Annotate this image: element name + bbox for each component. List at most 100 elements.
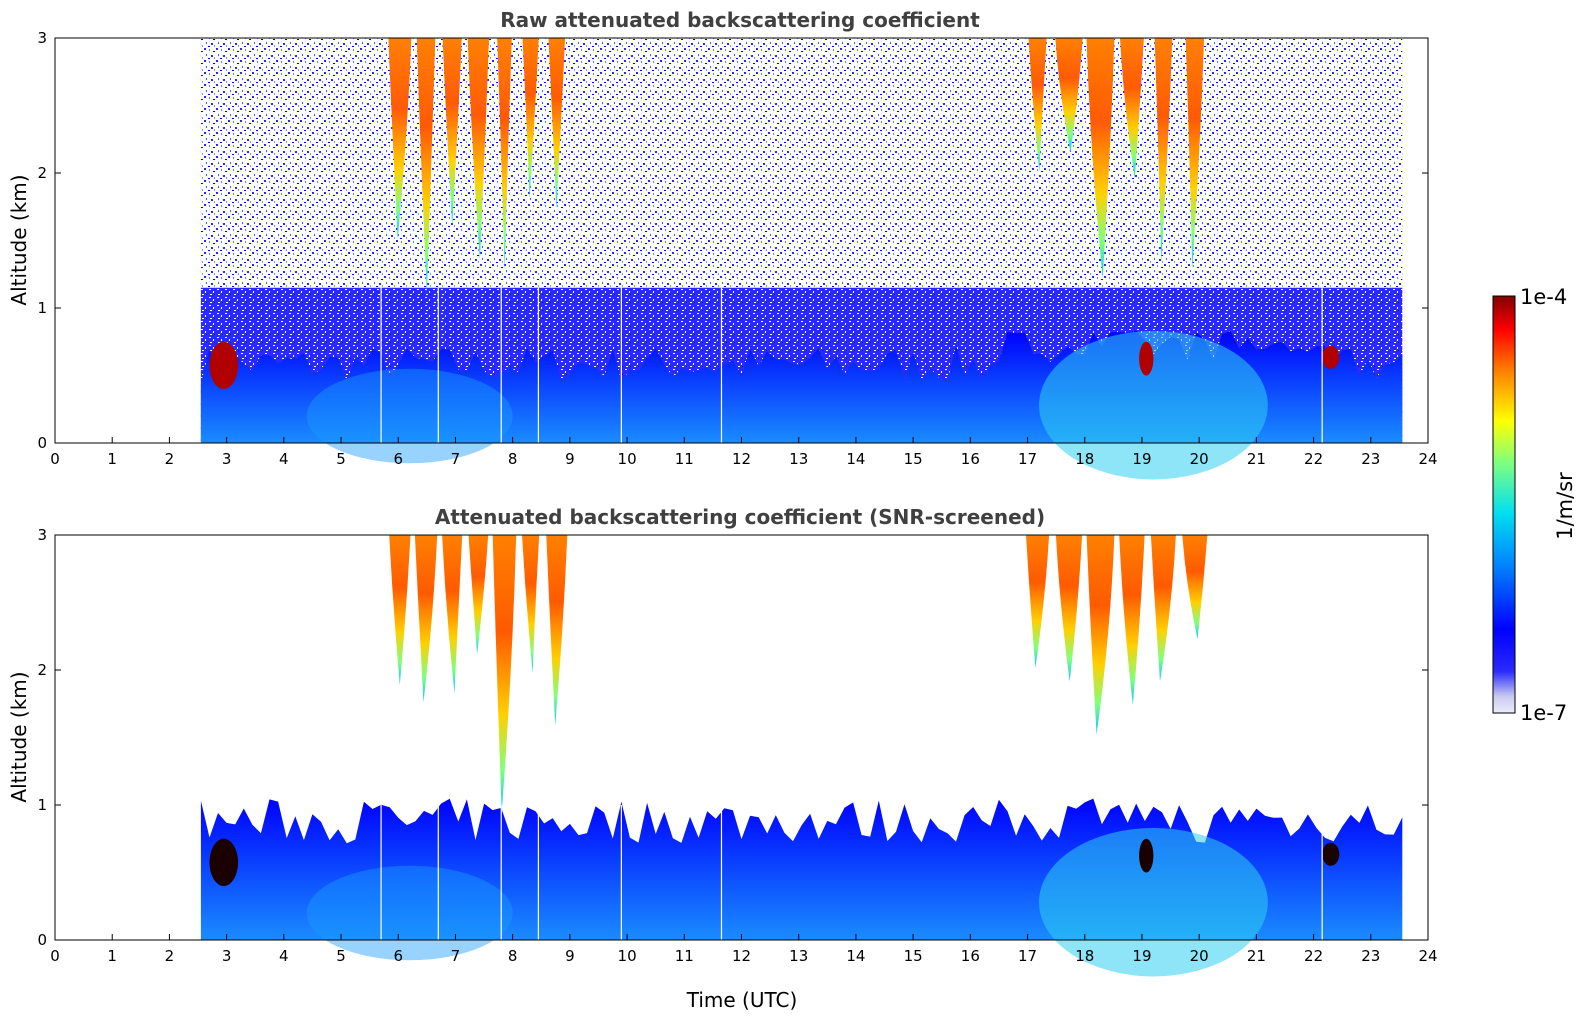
low-cloud [1322,345,1340,369]
x-tick-label: 8 [508,450,518,468]
x-tick-label: 11 [675,450,694,468]
aerosol-enhancement [306,368,513,464]
precipitation-streak [1182,535,1208,639]
precipitation-streak [1086,38,1115,278]
precipitation-streak [546,535,568,726]
precipitation-streak [442,38,462,226]
x-axis-ticks: 0 1 2 3 4 5 6 7 8 9 10 11 12 13 14 15 16 17 18 19 20 21 22 23 24 [50,934,1438,965]
x-tick-label: 7 [451,450,461,468]
precipitation-streak [467,38,489,260]
y-axis-label: Altitude (km) [7,174,31,305]
precipitation-streak [1154,38,1173,262]
precipitation-streak [414,535,438,703]
x-tick-label: 11 [675,947,694,965]
precipitation-streak [1150,535,1176,682]
x-tick-label: 14 [846,450,865,468]
x-tick-label: 1 [107,947,117,965]
x-tick-label: 4 [279,450,289,468]
precipitation-streak [388,38,412,240]
x-tick-label: 20 [1190,947,1209,965]
x-tick-label: 0 [50,947,60,965]
precipitation-streak [1055,38,1083,152]
plot-area-raw [200,38,1403,480]
x-tick-label: 10 [618,947,637,965]
x-tick-label: 10 [618,450,637,468]
x-tick-label: 21 [1247,450,1266,468]
precipitation-streak [416,38,436,294]
precipitation-streak [1185,38,1205,269]
y-tick-label: 2 [37,164,47,182]
aerosol-enhancement [1038,330,1268,480]
x-tick-label: 22 [1304,450,1323,468]
x-tick-label: 18 [1075,450,1094,468]
chart-title: Attenuated backscattering coefficient (S… [435,505,1045,529]
precipitation-streak [442,535,463,694]
x-tick-label: 4 [279,947,289,965]
x-tick-label: 23 [1361,947,1380,965]
x-tick-label: 16 [961,947,980,965]
y-tick-label: 3 [37,29,47,47]
x-tick-label: 18 [1075,947,1094,965]
x-tick-label: 6 [393,450,403,468]
x-tick-label: 12 [732,450,751,468]
colorbar: 1e-4 1e-7 1/m/sr [1492,285,1577,725]
aerosol-enhancement [1038,827,1268,977]
x-tick-label: 6 [393,947,403,965]
x-tick-label: 9 [565,450,575,468]
y-tick-label: 3 [37,526,47,544]
chart-title: Raw attenuated backscattering coefficien… [500,8,980,32]
low-cloud [1139,838,1154,873]
precipitation-streak [389,535,411,685]
x-tick-label: 8 [508,947,518,965]
panel-raw: Raw attenuated backscattering coefficien… [7,8,1438,480]
precipitation-streak [468,535,489,654]
colorbar-unit-label: 1/m/sr [1553,472,1577,540]
colorbar-gradient [1492,295,1516,714]
x-tick-label: 7 [451,947,461,965]
x-tick-label: 0 [50,450,60,468]
x-tick-label: 22 [1304,947,1323,965]
precipitation-streak [1119,535,1145,705]
y-tick-label: 1 [37,299,47,317]
precipitation-streak [492,535,517,813]
x-tick-label: 15 [904,450,923,468]
colorbar-max-label: 1e-4 [1520,285,1567,309]
y-tick-label: 2 [37,661,47,679]
x-axis-ticks: 0 1 2 3 4 5 6 7 8 9 10 11 12 13 14 15 16 17 18 19 20 21 22 23 24 [50,437,1438,468]
low-cloud [1139,341,1154,376]
x-tick-label: 9 [565,947,575,965]
y-axis-ticks: 0 1 2 3 [37,526,1428,949]
x-tick-label: 23 [1361,450,1380,468]
x-tick-label: 24 [1418,947,1437,965]
x-tick-label: 19 [1132,947,1151,965]
precipitation-streak [548,38,566,210]
panel-screened: Attenuated backscattering coefficient (S… [7,505,1438,1012]
x-tick-label: 19 [1132,450,1151,468]
colorbar-min-label: 1e-7 [1520,701,1567,725]
x-tick-label: 14 [846,947,865,965]
x-tick-label: 21 [1247,947,1266,965]
precipitation-streak [1026,535,1050,668]
x-tick-label: 17 [1018,947,1037,965]
precipitation-streak [1120,38,1144,179]
low-cloud [209,341,239,389]
precipitation-streak [1055,535,1083,682]
x-tick-label: 3 [222,947,232,965]
y-tick-label: 0 [37,434,47,452]
y-axis-label: Altitude (km) [7,671,31,802]
x-tick-label: 15 [904,947,923,965]
y-axis-ticks: 0 1 2 3 [37,29,1428,452]
x-tick-label: 1 [107,450,117,468]
x-tick-label: 24 [1418,450,1437,468]
x-axis-label: Time (UTC) [686,988,798,1012]
y-tick-label: 0 [37,931,47,949]
x-tick-label: 3 [222,450,232,468]
low-cloud [209,838,239,886]
x-tick-label: 16 [961,450,980,468]
precipitation-streak [497,38,512,271]
x-tick-label: 17 [1018,450,1037,468]
precipitation-streak [522,535,540,673]
x-tick-label: 20 [1190,450,1209,468]
aerosol-enhancement [306,865,513,961]
